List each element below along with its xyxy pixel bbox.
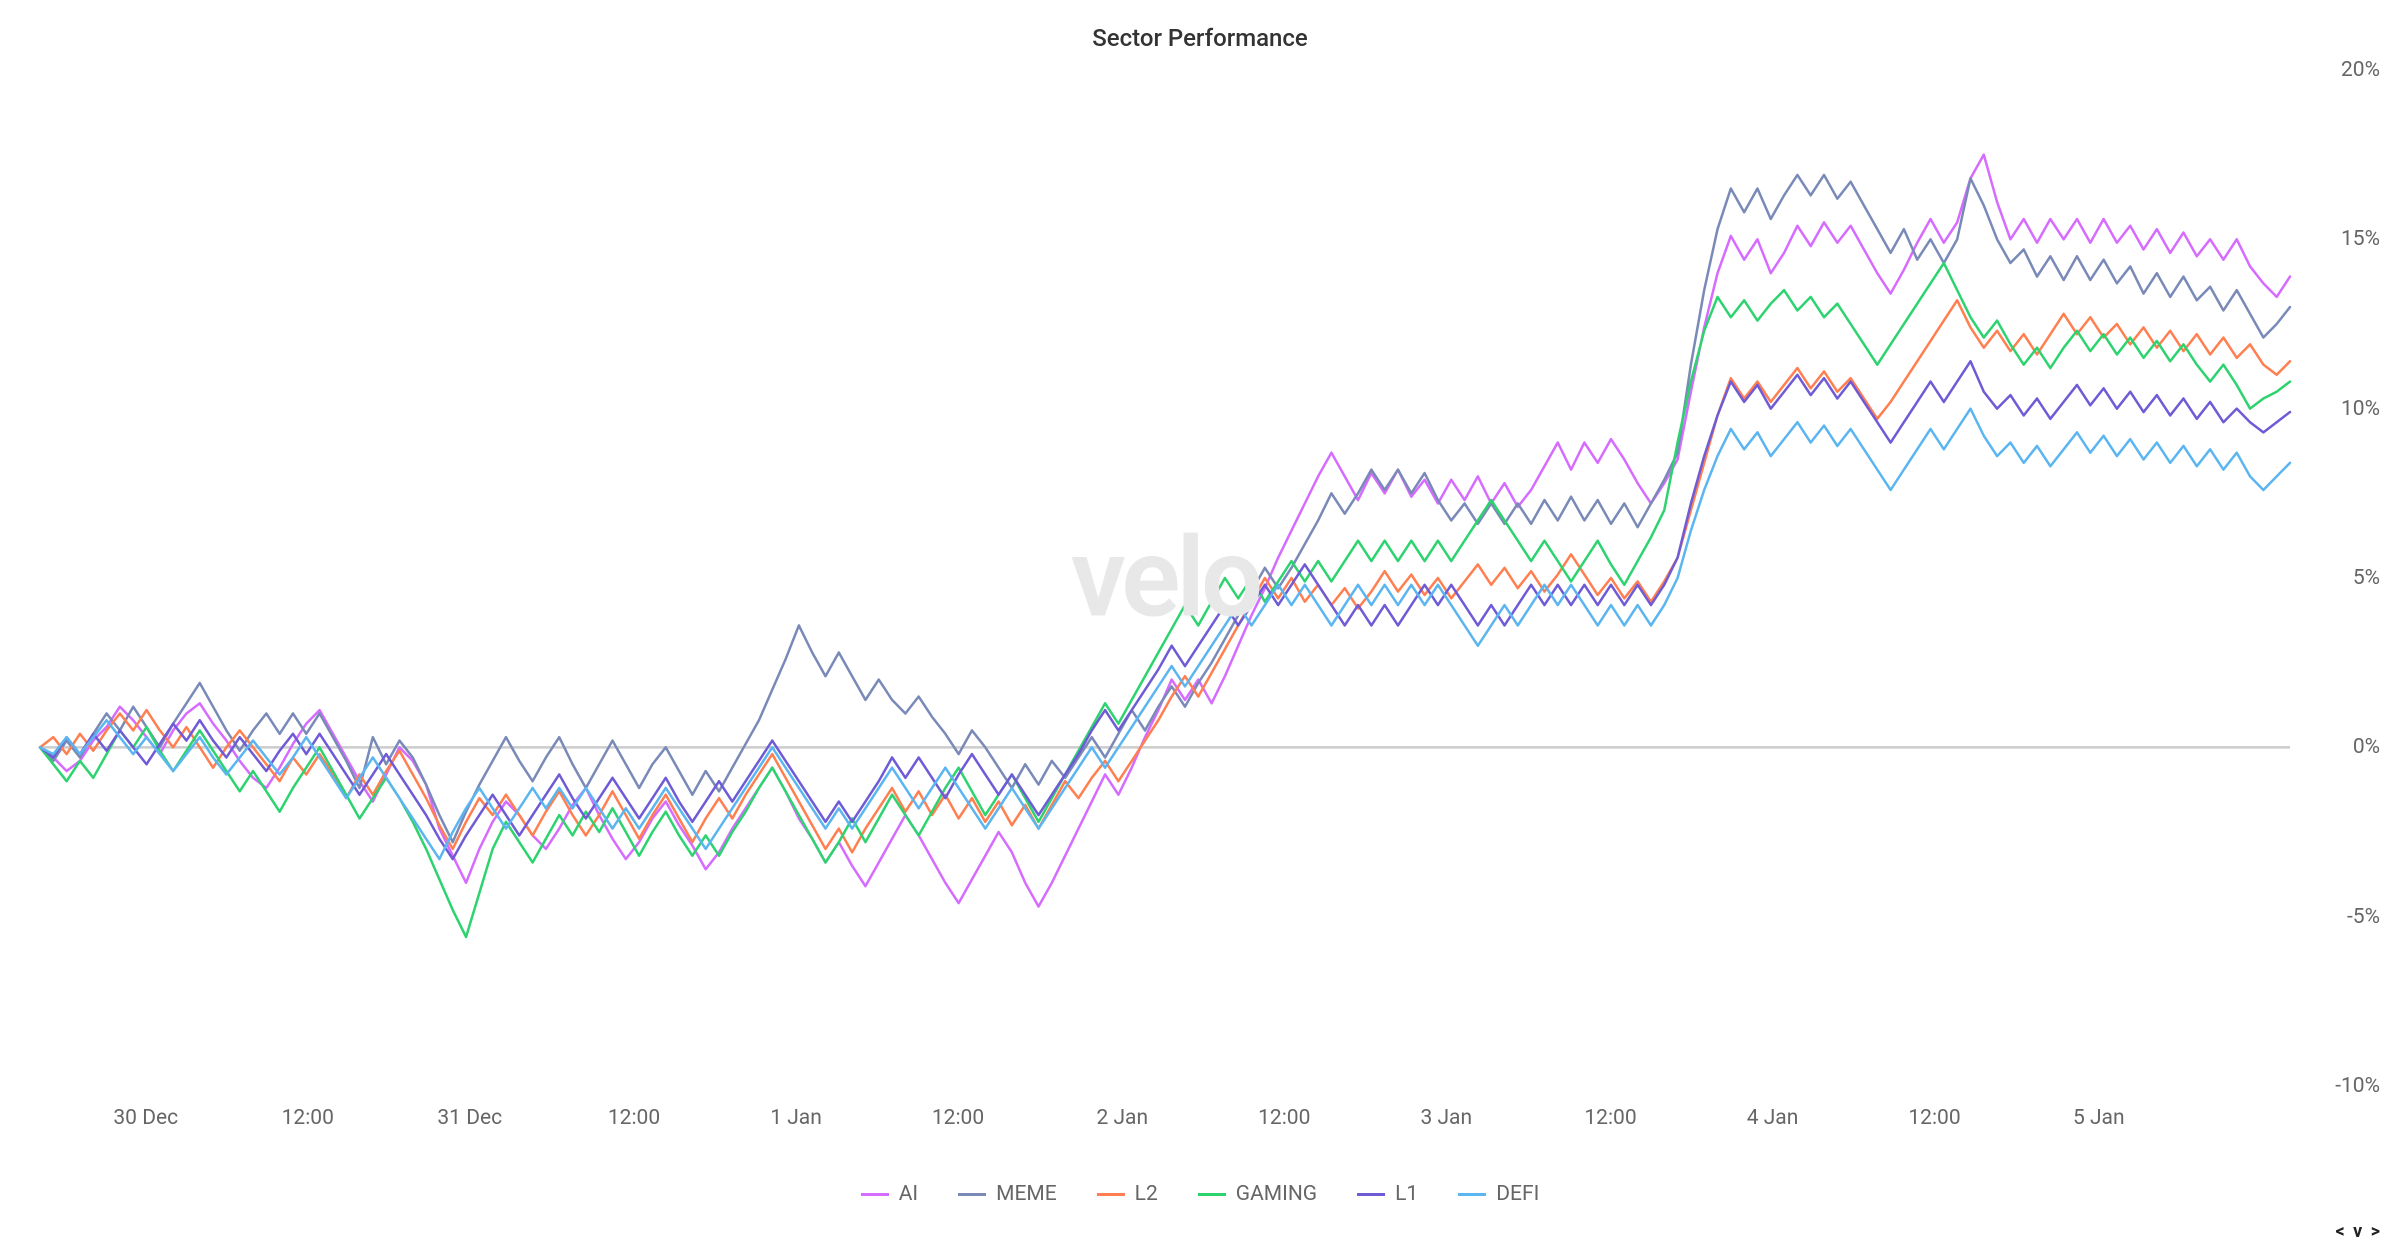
y-tick-label: -5% <box>2347 905 2380 929</box>
y-tick-label: 15% <box>2341 227 2380 251</box>
y-axis: -10%-5%0%5%10%15%20% <box>2300 70 2380 1086</box>
series-gaming <box>40 263 2290 937</box>
legend-swatch <box>1198 1193 1226 1196</box>
legend-label: L2 <box>1135 1182 1158 1206</box>
x-tick-label: 12:00 <box>1908 1106 1960 1130</box>
legend: AI MEME L2 GAMING L1 DEFI <box>0 1182 2400 1206</box>
legend-swatch <box>958 1193 986 1196</box>
x-tick-label: 5 Jan <box>2073 1106 2125 1130</box>
footer-mark: < v > <box>2335 1221 2382 1242</box>
legend-item-gaming[interactable]: GAMING <box>1198 1182 1317 1206</box>
legend-item-defi[interactable]: DEFI <box>1458 1182 1539 1206</box>
x-tick-label: 12:00 <box>608 1106 660 1130</box>
plot-area: velo <box>40 70 2290 1086</box>
y-tick-label: 10% <box>2341 397 2380 421</box>
legend-item-l1[interactable]: L1 <box>1357 1182 1418 1206</box>
chart-container: Sector Performance velo -10% -5% 0% 5% 10% 15… <box>0 0 2400 1256</box>
x-tick-label: 12:00 <box>1258 1106 1310 1130</box>
x-tick-label: 1 Jan <box>770 1106 822 1130</box>
series-meme <box>40 175 2290 842</box>
y-tick-label: 5% <box>2353 566 2380 590</box>
x-tick-label: 4 Jan <box>1747 1106 1799 1130</box>
x-tick-label: 2 Jan <box>1096 1106 1148 1130</box>
legend-swatch <box>1458 1193 1486 1196</box>
chart-title: Sector Performance <box>0 0 2400 52</box>
legend-label: MEME <box>996 1182 1057 1206</box>
legend-label: DEFI <box>1496 1182 1539 1206</box>
legend-swatch <box>1097 1193 1125 1196</box>
y-tick-label: 0% <box>2353 735 2380 759</box>
series-ai <box>40 155 2290 907</box>
x-tick-label: 12:00 <box>932 1106 984 1130</box>
legend-label: L1 <box>1395 1182 1418 1206</box>
y-tick-label: -10% <box>2335 1074 2380 1098</box>
x-tick-label: 12:00 <box>1584 1106 1636 1130</box>
legend-label: AI <box>899 1182 918 1206</box>
legend-swatch <box>1357 1193 1385 1196</box>
x-tick-label: 3 Jan <box>1420 1106 1472 1130</box>
chart-svg <box>40 70 2290 1086</box>
legend-label: GAMING <box>1236 1182 1317 1206</box>
y-tick-label: 20% <box>2341 58 2380 82</box>
legend-item-ai[interactable]: AI <box>861 1182 918 1206</box>
legend-swatch <box>861 1193 889 1196</box>
legend-item-meme[interactable]: MEME <box>958 1182 1057 1206</box>
x-tick-label: 12:00 <box>282 1106 334 1130</box>
legend-item-l2[interactable]: L2 <box>1097 1182 1158 1206</box>
x-tick-label: 31 Dec <box>437 1106 502 1130</box>
x-tick-label: 30 Dec <box>113 1106 178 1130</box>
x-axis: 30 Dec 12:00 31 Dec 12:00 1 Jan 12:00 2 Jan 12:… <box>40 1106 2290 1146</box>
